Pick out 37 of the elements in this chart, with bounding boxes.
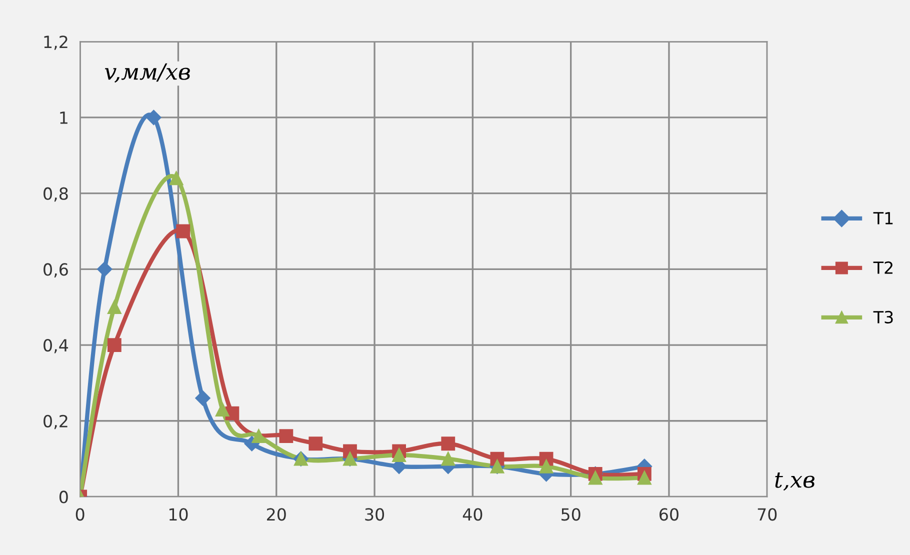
x-tick-label: 50	[562, 508, 580, 521]
x-tick-label: 30	[365, 508, 384, 521]
y-axis-title: v,мм/хв	[104, 63, 190, 83]
point	[441, 452, 456, 466]
legend-label: T3	[873, 310, 893, 324]
y-tick-label: 0,2	[44, 414, 68, 430]
point	[539, 459, 554, 474]
point	[588, 470, 602, 485]
point	[279, 429, 294, 443]
point	[392, 448, 406, 462]
x-tick-label: 0	[76, 508, 84, 521]
point	[176, 224, 190, 238]
point	[107, 300, 122, 314]
point	[195, 390, 210, 406]
x-tick-label: 20	[266, 508, 286, 521]
y-tick-label: 0,8	[44, 187, 68, 202]
y-tick-label: 1	[60, 112, 68, 124]
x-axis-title: t,хв	[775, 472, 814, 491]
x-tick-label: 40	[462, 508, 482, 521]
legend-label: T2	[873, 261, 892, 274]
point	[97, 262, 112, 277]
y-tick-label: 1,2	[44, 36, 68, 50]
point	[441, 436, 456, 451]
point	[169, 171, 184, 186]
point	[638, 470, 652, 485]
x-tick-label: 10	[169, 508, 188, 521]
point	[107, 338, 122, 352]
point	[252, 429, 266, 443]
point	[308, 436, 323, 451]
y-tick-label: 0	[59, 490, 68, 504]
point	[215, 402, 230, 416]
x-tick-label: 70	[758, 508, 777, 521]
x-tick-label: 60	[660, 508, 678, 521]
y-tick-label: 0,4	[44, 338, 68, 354]
legend-label: T1	[873, 212, 893, 224]
point	[146, 110, 162, 126]
y-tick-label: 0,6	[44, 263, 68, 278]
